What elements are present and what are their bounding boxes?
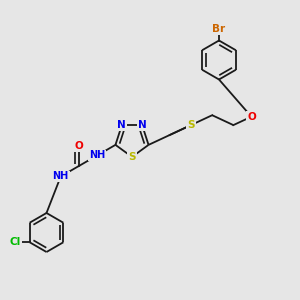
Text: N: N: [117, 120, 126, 130]
Text: Cl: Cl: [10, 237, 21, 247]
Text: O: O: [247, 112, 256, 122]
Text: NH: NH: [52, 172, 69, 182]
Text: NH: NH: [89, 150, 105, 161]
Text: Br: Br: [212, 24, 226, 34]
Text: S: S: [187, 120, 195, 130]
Text: O: O: [75, 141, 83, 151]
Text: N: N: [138, 120, 147, 130]
Text: S: S: [128, 152, 136, 162]
